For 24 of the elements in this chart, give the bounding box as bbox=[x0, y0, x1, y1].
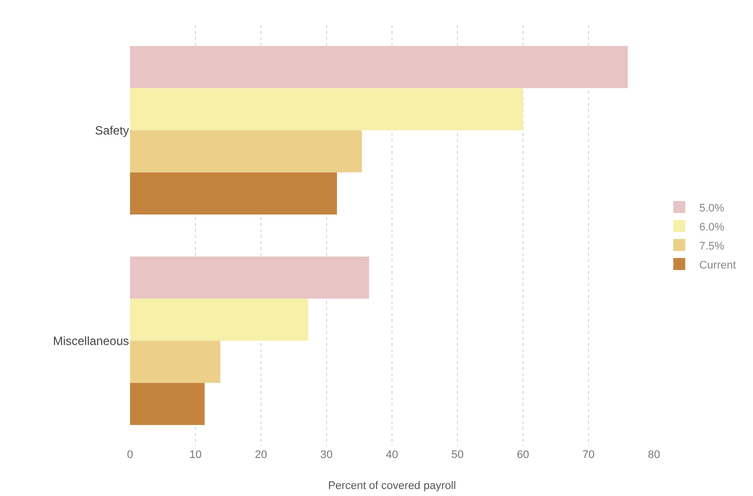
bar bbox=[130, 256, 370, 299]
x-tick-label: 40 bbox=[386, 449, 398, 461]
legend-label: 7.5% bbox=[699, 240, 725, 252]
x-tick-label: 70 bbox=[582, 449, 595, 461]
legend-label: Current bbox=[699, 259, 736, 272]
bar bbox=[130, 172, 337, 214]
bar bbox=[130, 382, 205, 425]
x-tick-label: 30 bbox=[320, 449, 333, 461]
x-tick-label: 10 bbox=[189, 449, 202, 461]
legend-label: 5.0% bbox=[699, 202, 725, 214]
y-tick-label: Miscellaneous bbox=[52, 334, 129, 348]
bar bbox=[130, 130, 362, 172]
x-tick-label: 50 bbox=[451, 449, 464, 461]
bar bbox=[130, 88, 523, 130]
bar bbox=[130, 46, 628, 88]
bar bbox=[130, 340, 220, 383]
x-axis-title: Percent of covered payroll bbox=[328, 480, 456, 492]
legend-label: 6.0% bbox=[699, 221, 725, 234]
x-tick-label: 80 bbox=[648, 449, 660, 461]
x-tick-label: 0 bbox=[126, 449, 134, 461]
x-tick-label: 60 bbox=[516, 449, 530, 461]
bar bbox=[130, 298, 308, 341]
x-tick-label: 20 bbox=[254, 449, 268, 461]
y-tick-label: Safety bbox=[94, 123, 129, 138]
